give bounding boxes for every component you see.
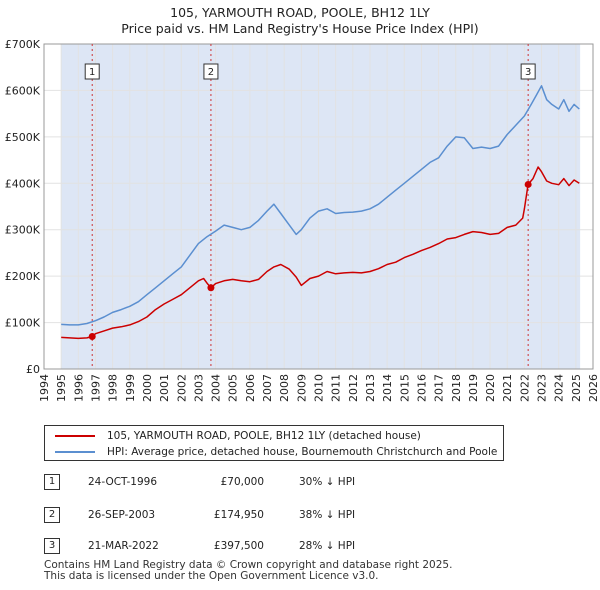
sale-number-badge: 1 [44,474,60,490]
sale-hpi-diff: 30% ↓ HPI [299,476,356,488]
footer-licence: This data is licensed under the Open Gov… [44,570,379,582]
x-tick-label: 2025 [570,374,583,402]
x-tick-label: 2019 [467,374,480,402]
sale-date: 21-MAR-2022 [88,540,159,552]
sale-hpi-diff: 38% ↓ HPI [299,509,356,521]
legend: 105, YARMOUTH ROAD, POOLE, BH12 1LY (det… [44,425,504,461]
sale-label-number: 3 [525,67,531,78]
footer: Contains HM Land Registry data © Crown c… [44,560,452,582]
x-tick-label: 2015 [398,374,411,402]
x-tick-label: 2009 [295,374,308,402]
y-tick-label: £200K [5,270,41,283]
legend-hpi-swatch [55,451,95,453]
sale-label-number: 2 [208,67,214,78]
x-tick-label: 1994 [38,374,51,402]
sale-label-number: 1 [89,67,95,78]
legend-item-hpi: HPI: Average price, detached house, Bour… [55,445,497,459]
x-tick-label: 2020 [484,374,497,402]
price-chart: £0 £100K £200K £300K £400K £500K £600K £700K 199… [5,38,600,402]
x-tick-label: 2018 [450,374,463,402]
x-tick-label: 1996 [72,374,85,402]
sale-number-badge: 3 [44,538,60,554]
sale-row: 3 21-MAR-2022 £397,500 28% ↓ HPI [44,536,464,556]
x-tick-label: 2012 [347,374,360,402]
sale-price: £174,950 [213,509,264,521]
x-tick-label: 2021 [501,374,514,402]
legend-price-swatch [55,435,95,437]
x-tick-label: 2016 [415,374,428,402]
x-tick-label: 1998 [107,374,120,402]
sale-price: £70,000 [220,476,264,488]
sale-point [524,180,532,188]
x-tick-label: 2006 [244,374,257,402]
footer-copyright: Contains HM Land Registry data © Crown c… [44,559,453,571]
y-tick-label: £500K [5,131,41,144]
x-tick-label: 2014 [381,374,394,402]
legend-hpi-label: HPI: Average price, detached house, Bour… [107,446,498,458]
sale-row: 1 24-OCT-1996 £70,000 30% ↓ HPI [44,472,464,492]
chart-title: 105, YARMOUTH ROAD, POOLE, BH12 1LY Pric… [0,5,600,37]
y-tick-label: £600K [5,84,41,97]
x-tick-label: 2010 [313,374,326,402]
y-tick-label: £700K [5,38,41,51]
x-tick-label: 1995 [55,374,68,402]
x-tick-label: 2024 [553,374,566,402]
sale-point [88,333,96,340]
x-tick-label: 1999 [124,374,137,402]
hpi-line [61,85,580,326]
sale-label-box [84,63,100,80]
x-tick-label: 2022 [518,374,531,402]
x-tick-label: 2003 [192,374,205,402]
sale-number-badge: 2 [44,507,60,523]
sale-hpi-diff: 28% ↓ HPI [299,540,356,552]
x-tick-label: 2011 [330,374,343,402]
y-tick-label: £100K [5,317,41,330]
x-tick-label: 2026 [587,374,600,402]
sale-date: 26-SEP-2003 [88,509,156,521]
legend-item-price: 105, YARMOUTH ROAD, POOLE, BH12 1LY (det… [55,429,421,443]
data-range-shade [61,44,581,369]
y-tick-label: £400K [5,177,41,190]
sale-point [207,284,215,292]
x-tick-label: 2005 [227,374,240,402]
x-tick-label: 2017 [433,374,446,402]
x-tick-label: 2002 [175,374,188,402]
x-tick-label: 2007 [261,374,274,402]
sale-row: 2 26-SEP-2003 £174,950 38% ↓ HPI [44,505,464,525]
x-tick-label: 2013 [364,374,377,402]
x-tick-label: 1997 [89,374,102,402]
plot-border [43,43,594,370]
x-tick-label: 2000 [141,374,154,402]
x-tick-label: 2008 [278,374,291,402]
y-tick-label: £300K [5,224,41,237]
legend-price-label: 105, YARMOUTH ROAD, POOLE, BH12 1LY (det… [107,430,421,442]
chart-title-line1: 105, YARMOUTH ROAD, POOLE, BH12 1LY [170,5,430,20]
sale-date: 24-OCT-1996 [88,476,157,488]
price-line [61,166,580,340]
sale-price: £397,500 [213,540,264,552]
chart-title-line2: Price paid vs. HM Land Registry's House … [121,21,479,36]
x-tick-label: 2001 [158,374,171,402]
y-tick-label: £0 [26,363,40,376]
sale-label-box [203,63,219,80]
x-tick-label: 2004 [210,374,223,402]
x-tick-label: 2023 [536,374,549,402]
sale-label-box [520,63,536,80]
